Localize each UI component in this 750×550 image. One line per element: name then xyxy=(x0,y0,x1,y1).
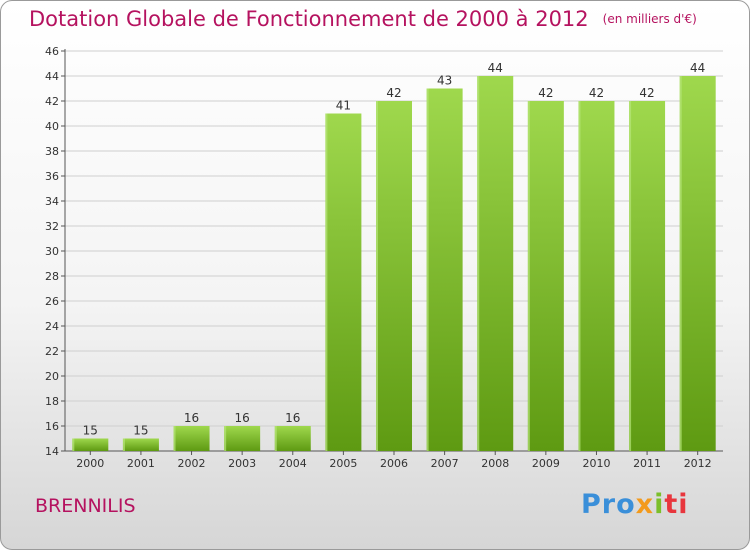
labels: 15 2000 15 2001 16 2002 16 2003 16 2004 41 2005 42 20… xyxy=(76,61,711,470)
y-tick-label: 28 xyxy=(45,270,59,283)
bars xyxy=(72,76,716,451)
chart-unit: (en milliers d'€) xyxy=(602,12,697,26)
x-tick-label: 2009 xyxy=(532,457,560,470)
bar xyxy=(578,101,615,451)
x-tick-label: 2010 xyxy=(582,457,610,470)
bar xyxy=(122,438,159,451)
bar xyxy=(274,426,311,451)
bar-highlight xyxy=(274,426,277,451)
bar xyxy=(376,101,412,451)
chart-title-text: Dotation Globale de Fonctionnement de 20… xyxy=(29,7,589,31)
logo-part-2: x xyxy=(635,489,655,520)
bar-highlight xyxy=(527,101,530,451)
bar xyxy=(426,88,463,451)
x-tick-label: 2001 xyxy=(127,457,155,470)
bar-highlight xyxy=(122,438,125,451)
bar xyxy=(224,426,261,451)
bar-value-label: 42 xyxy=(589,86,604,100)
x-tick-label: 2006 xyxy=(380,457,408,470)
bar-highlight xyxy=(376,101,378,451)
bar-value-label: 16 xyxy=(285,411,300,425)
bar-value-label: 42 xyxy=(639,86,654,100)
bar xyxy=(173,426,210,451)
bar-value-label: 44 xyxy=(690,61,705,75)
y-tick-label: 20 xyxy=(45,370,59,383)
bar-highlight xyxy=(72,438,75,451)
logo-part-3: i xyxy=(654,489,665,520)
x-tick-label: 2011 xyxy=(633,457,661,470)
bar xyxy=(629,101,666,451)
y-tick-label: 46 xyxy=(45,45,59,58)
y-tick-label: 22 xyxy=(45,345,59,358)
bar-value-label: 44 xyxy=(488,61,503,75)
y-tick-label: 40 xyxy=(45,120,59,133)
bar xyxy=(325,113,362,451)
bar-value-label: 15 xyxy=(83,424,98,438)
bar xyxy=(72,438,109,451)
bar-value-label: 15 xyxy=(133,424,148,438)
bar-highlight xyxy=(578,101,581,451)
x-tick-label: 2008 xyxy=(481,457,509,470)
y-tick-label: 18 xyxy=(45,395,59,408)
bar-value-label: 42 xyxy=(386,86,401,100)
bar-value-label: 42 xyxy=(538,86,553,100)
y-tick-label: 42 xyxy=(45,95,59,108)
bar-highlight xyxy=(679,76,682,451)
logo-part-4: ti xyxy=(664,489,689,520)
commune-name: BRENNILIS xyxy=(35,495,136,517)
y-tick-label: 44 xyxy=(45,70,59,83)
logo-part-1: Pro xyxy=(581,489,636,520)
y-tick-label: 24 xyxy=(45,320,59,333)
x-tick-label: 2002 xyxy=(178,457,206,470)
x-tick-label: 2000 xyxy=(76,457,104,470)
y-tick-label: 14 xyxy=(45,445,59,458)
x-tick-label: 2003 xyxy=(228,457,256,470)
bar xyxy=(527,101,564,451)
bar-highlight xyxy=(224,426,227,451)
x-tick-label: 2007 xyxy=(431,457,459,470)
y-tick-label: 32 xyxy=(45,220,59,233)
y-tick-label: 30 xyxy=(45,245,59,258)
y-tick-label: 26 xyxy=(45,295,59,308)
bar-highlight xyxy=(477,76,480,451)
proxiti-logo: Proxiti xyxy=(581,489,689,520)
x-tick-label: 2004 xyxy=(279,457,307,470)
chart-title: Dotation Globale de Fonctionnement de 20… xyxy=(29,7,697,31)
bar-value-label: 43 xyxy=(437,74,452,88)
y-tick-label: 16 xyxy=(45,420,59,433)
y-tick-label: 34 xyxy=(45,195,59,208)
bar-highlight xyxy=(325,113,328,451)
bar xyxy=(679,76,716,451)
y-tick-label: 36 xyxy=(45,170,59,183)
bar-highlight xyxy=(629,101,632,451)
y-tick-label: 38 xyxy=(45,145,59,158)
bar-highlight xyxy=(426,88,429,451)
bar-value-label: 16 xyxy=(235,411,250,425)
x-tick-label: 2005 xyxy=(329,457,357,470)
bar-value-label: 41 xyxy=(336,99,351,113)
bar xyxy=(477,76,514,451)
bar-value-label: 16 xyxy=(184,411,199,425)
bar-highlight xyxy=(173,426,176,451)
x-tick-label: 2012 xyxy=(684,457,712,470)
